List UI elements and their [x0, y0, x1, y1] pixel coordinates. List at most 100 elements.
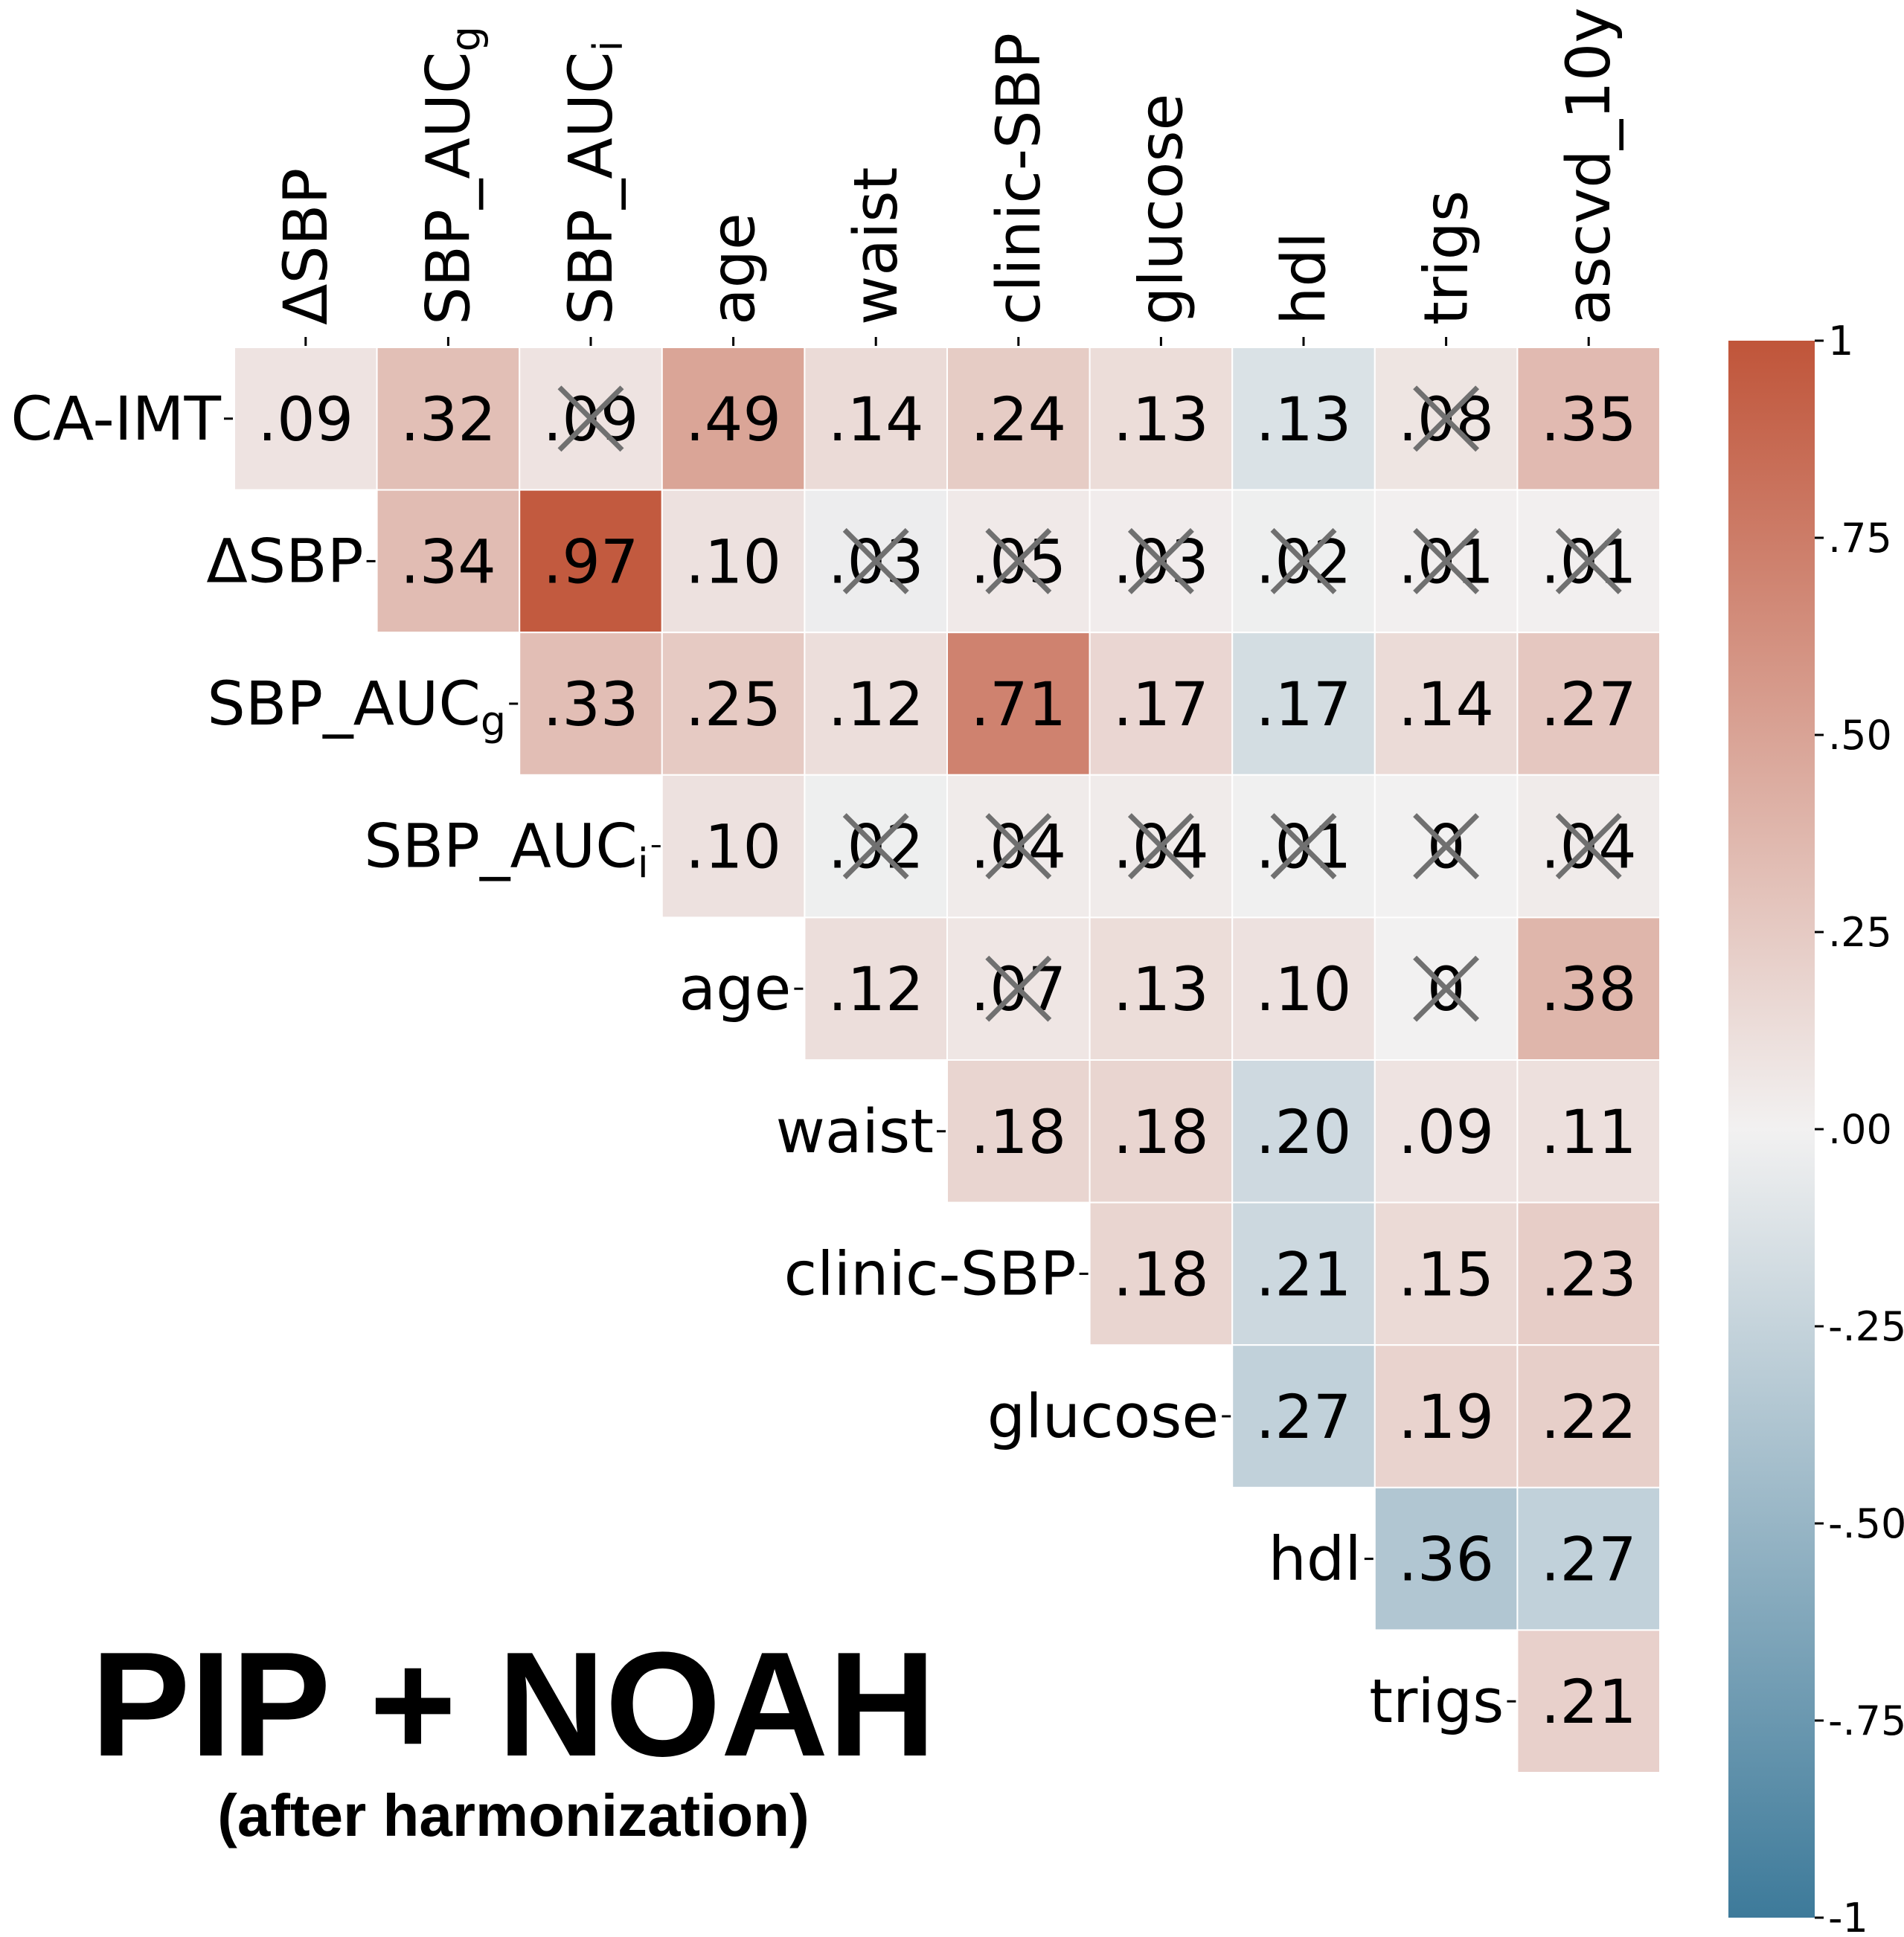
cell-value-label: .18: [1113, 1240, 1209, 1310]
colorbar-tick-label: .75: [1828, 515, 1892, 562]
column-label: glucose: [1126, 94, 1196, 325]
chart-title-group: PIP + NOAH (after harmonization): [91, 1622, 936, 1848]
row-label: CA-IMT: [10, 385, 221, 454]
heatmap-cell: .10: [661, 489, 806, 634]
cell-fill: [1231, 1344, 1376, 1488]
heatmap-cell: .35: [1516, 347, 1661, 491]
row-label: hdl: [1269, 1525, 1362, 1595]
heatmap-cell: .09: [519, 347, 663, 491]
cell-fill: [1231, 916, 1376, 1061]
cell-value-label: .18: [970, 1098, 1066, 1168]
cell-fill: [519, 489, 663, 634]
cell-fill: [661, 632, 806, 776]
cell-fill: [1231, 1201, 1376, 1346]
cell-value-label: .35: [1541, 385, 1637, 455]
row-label: glucose: [987, 1382, 1219, 1452]
heatmap-cell: .17: [1231, 632, 1376, 776]
heatmap-cell: .32: [376, 347, 521, 491]
cell-value-label: .32: [400, 385, 496, 455]
nonsignificant-cross-mark: [985, 955, 1052, 1022]
cell-value-label: .09: [1398, 1098, 1494, 1168]
cell-value-label: .17: [1256, 670, 1352, 740]
chart-subtitle: (after harmonization): [217, 1782, 810, 1848]
heatmap-cell: .24: [946, 347, 1091, 491]
nonsignificant-cross-mark: [1270, 813, 1337, 880]
heatmap-cell: .19: [1373, 1344, 1519, 1488]
column-label: ascvd_10y: [1554, 7, 1624, 325]
cell-value-label: .19: [1398, 1383, 1494, 1453]
cell-value-label: .10: [1256, 955, 1352, 1025]
heatmap-cell: 0: [1373, 774, 1519, 919]
cell-fill: [661, 774, 806, 919]
nonsignificant-cross-mark: [557, 385, 624, 452]
cell-value-label: .12: [828, 670, 924, 740]
cell-value-label: .33: [543, 670, 639, 740]
cell-value-label: .14: [828, 385, 924, 455]
row-label: clinic-SBP: [784, 1239, 1077, 1309]
cell-value-label: .34: [400, 527, 496, 597]
cell-value-label: .23: [1541, 1240, 1637, 1310]
heatmap-cell: .01: [1231, 774, 1376, 919]
heatmap-cell: .71: [946, 632, 1091, 776]
cell-fill: [1516, 347, 1661, 491]
cell-value-label: .97: [543, 527, 639, 597]
heatmap-cell: .04: [1089, 774, 1234, 919]
cell-value-label: .14: [1398, 670, 1494, 740]
row-label: SBP_AUCi: [364, 812, 649, 887]
cell-value-label: .21: [1256, 1240, 1352, 1310]
colorbar-tick-label: .00: [1828, 1106, 1892, 1153]
cell-fill: [1373, 1486, 1519, 1631]
heatmap-cell: .04: [1516, 774, 1661, 919]
cell-fill: [1516, 1201, 1661, 1346]
heatmap-cell: .17: [1089, 632, 1234, 776]
heatmap-cell: .15: [1373, 1201, 1519, 1346]
nonsignificant-cross-mark: [842, 813, 909, 880]
heatmap-cell: .97: [519, 489, 663, 634]
heatmap-cell: .18: [1089, 1059, 1234, 1204]
cell-value-label: .22: [1541, 1383, 1637, 1453]
cell-value-label: .15: [1398, 1240, 1494, 1310]
heatmap-cell: .21: [1231, 1201, 1376, 1346]
cell-fill: [804, 632, 949, 776]
row-label: SBP_AUCg: [207, 669, 506, 745]
cell-fill: [1373, 1344, 1519, 1488]
heatmap-cell: .13: [1089, 916, 1234, 1061]
heatmap-cell: .01: [1516, 489, 1661, 634]
cell-fill: [1373, 1201, 1519, 1346]
cell-fill: [376, 489, 521, 634]
heatmap-cell: .27: [1516, 1486, 1661, 1631]
cell-fill: [1089, 916, 1234, 1061]
heatmap-cell: .11: [1516, 1059, 1661, 1204]
cell-value-label: .21: [1541, 1668, 1637, 1738]
cell-fill: [1516, 1059, 1661, 1204]
colorbar-tick-label: -.25: [1828, 1303, 1904, 1350]
heatmap-cell: .20: [1231, 1059, 1376, 1204]
cell-value-label: .25: [685, 670, 781, 740]
heatmap-cell: .14: [804, 347, 949, 491]
cell-fill: [1516, 1344, 1661, 1488]
column-label: age: [699, 213, 769, 325]
heatmap-cell: .23: [1516, 1201, 1661, 1346]
nonsignificant-cross-mark: [1413, 385, 1480, 452]
cell-fill: [1231, 632, 1376, 776]
row-label: ΔSBP: [206, 527, 363, 597]
colorbar-tick-label: -.75: [1828, 1697, 1904, 1744]
heatmap-cell: .12: [804, 632, 949, 776]
heatmap-cell: .18: [1089, 1201, 1234, 1346]
column-label: SBP_AUCg: [414, 26, 489, 325]
nonsignificant-cross-mark: [1413, 955, 1480, 1022]
cell-value-label: .13: [1113, 955, 1209, 1025]
cell-value-label: .36: [1398, 1526, 1494, 1596]
heatmap-cell: .10: [661, 774, 806, 919]
cell-fill: [1516, 1486, 1661, 1631]
cell-value-label: .11: [1541, 1098, 1637, 1168]
colorbar-tick-label: -.50: [1828, 1500, 1904, 1547]
heatmap-cell: .33: [519, 632, 663, 776]
heatmap-cell: .02: [804, 774, 949, 919]
heatmap-cell: .18: [946, 1059, 1091, 1204]
cell-fill: [1231, 1059, 1376, 1204]
heatmap-cell: .03: [1089, 489, 1234, 634]
cell-value-label: .17: [1113, 670, 1209, 740]
